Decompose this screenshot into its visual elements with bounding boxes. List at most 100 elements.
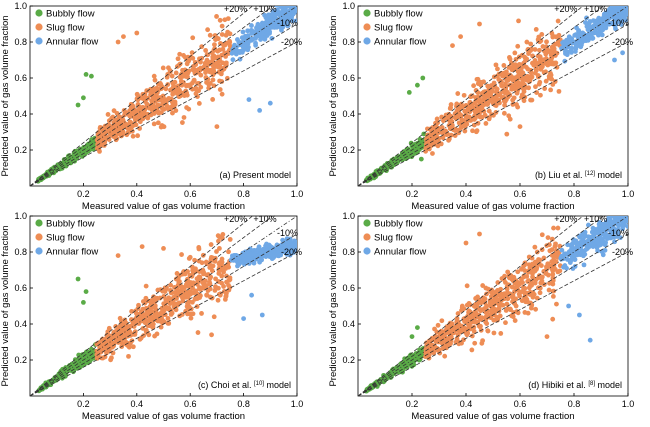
chart-panel-3: +20% +10%-10% -20% 0.2 0.4 0.6 0.8 1.0 0.2 0.4 0.6… [0, 211, 303, 422]
annular-point [246, 97, 252, 102]
slug-point [553, 34, 559, 40]
slug-point [512, 301, 518, 306]
y-tick-label: 1.0 [342, 211, 355, 221]
x-tick-label: 0.8 [568, 399, 581, 409]
slug-point [137, 117, 143, 123]
annular-point [289, 6, 294, 8]
slug-point [149, 298, 154, 304]
annular-point [608, 21, 614, 26]
slug-point [533, 277, 539, 282]
slug-point [106, 348, 112, 354]
annular-point [597, 220, 603, 225]
bubbly-point [402, 149, 408, 155]
x-tick-label: 0.4 [131, 189, 144, 199]
slug-legend-marker [35, 23, 43, 31]
reference-line-label: +20% [554, 4, 577, 14]
annular-point [269, 36, 275, 41]
slug-point [168, 287, 173, 293]
slug-point [114, 110, 120, 116]
slug-point [521, 98, 527, 104]
slug-point [510, 295, 516, 301]
slug-point [515, 283, 521, 289]
slug-point [227, 43, 233, 49]
slug-point [219, 79, 225, 84]
slug-point [524, 39, 530, 45]
slug-point [509, 313, 515, 319]
diagonal-line [358, 216, 628, 396]
y-axis-title: Predicted value of gas volume fraction [328, 15, 339, 176]
slug-point [168, 87, 173, 93]
annular-point [282, 10, 288, 16]
slug-point [109, 115, 115, 121]
slug-point [170, 91, 176, 97]
slug-point [445, 328, 450, 334]
annular-point [240, 29, 246, 35]
slug-point [485, 328, 491, 334]
bubbly-legend-marker [363, 219, 371, 227]
slug-point [475, 120, 481, 126]
annular-point [231, 44, 237, 50]
slug-point [539, 247, 545, 253]
annular-point [262, 12, 267, 18]
slug-point [487, 312, 493, 317]
slug-point [171, 80, 177, 86]
bubbly-legend-marker [363, 9, 371, 17]
slug-point [490, 88, 496, 94]
x-tick-label: 0.8 [237, 399, 250, 409]
slug-point [548, 57, 554, 63]
slug-point [498, 302, 504, 307]
slug-point [226, 287, 232, 293]
annular-point [610, 226, 616, 232]
slug-point [134, 30, 140, 36]
slug-point [473, 98, 479, 104]
slug-point [219, 273, 225, 279]
slug-point [515, 269, 521, 275]
slug-point [225, 16, 231, 21]
slug-point [104, 338, 110, 344]
slug-point [454, 101, 460, 107]
slug-point [538, 92, 543, 98]
slug-point [185, 301, 190, 307]
slug-point [545, 49, 551, 55]
legend-label: Slug flow [46, 23, 85, 34]
annular-point [281, 6, 286, 8]
slug-point [483, 121, 489, 126]
slug-point [472, 340, 478, 346]
annular-legend-marker [363, 247, 371, 255]
x-tick-label: 0.4 [131, 399, 144, 409]
y-tick-label: 0.2 [342, 355, 355, 365]
slug-point [121, 34, 126, 39]
slug-point [478, 323, 483, 329]
plot-frame [29, 5, 298, 187]
slug-point [526, 51, 531, 56]
slug-point [219, 256, 225, 262]
slug-point [152, 303, 158, 309]
slug-point [495, 66, 500, 72]
slug-point [125, 333, 131, 339]
slug-point [475, 103, 481, 109]
bubbly-legend-marker [35, 219, 43, 227]
slug-point [524, 274, 530, 279]
annular-point [573, 49, 578, 54]
annular-point [604, 236, 610, 241]
panel-caption: (a) Present model [219, 170, 291, 180]
slug-point [170, 110, 175, 116]
slug-point [166, 305, 172, 311]
slug-point [189, 299, 195, 305]
slug-point [455, 311, 461, 316]
slug-point [519, 279, 525, 285]
annular-point [625, 216, 628, 218]
slug-point [467, 302, 473, 308]
annular-point [608, 235, 614, 241]
slug-point [220, 232, 226, 237]
slug-point [98, 339, 104, 345]
slug-point [164, 103, 170, 108]
slug-point [475, 90, 481, 95]
annular-point [272, 24, 277, 30]
slug-point [215, 297, 221, 303]
slug-point [503, 308, 509, 313]
annular-point [263, 20, 269, 25]
slug-point [191, 77, 197, 83]
slug-point [135, 108, 141, 113]
slug-point [528, 70, 534, 75]
